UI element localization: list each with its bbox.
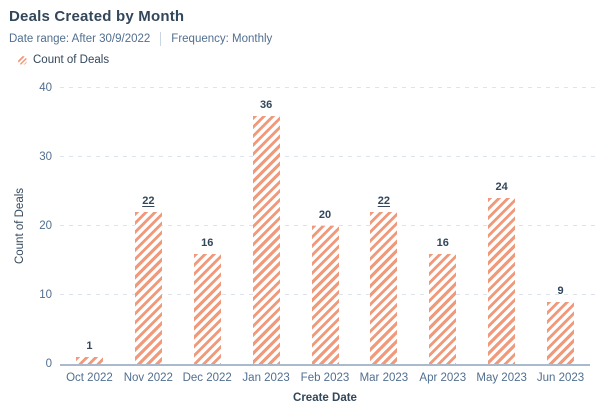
y-tick-label-0: 0	[45, 358, 52, 370]
gridline-y-30	[60, 156, 595, 157]
bar-nov-2022[interactable]	[134, 212, 162, 364]
y-tick-label-30: 30	[39, 151, 52, 163]
y-tick-label-40: 40	[39, 82, 52, 94]
x-tick-label-nov-2022: Nov 2022	[123, 372, 173, 384]
frequency-label: Frequency: Monthly	[171, 33, 273, 45]
y-tick-label-20: 20	[39, 220, 52, 232]
bar-value-label: 22	[377, 195, 390, 208]
bar-value-label: 20	[318, 209, 332, 221]
x-tick-label-apr-2023: Apr 2023	[419, 372, 467, 384]
bar-apr-2023[interactable]	[429, 253, 457, 364]
bar-value-label: 16	[436, 236, 449, 249]
report-title: Deals Created by Month	[9, 8, 185, 25]
bar-feb-2023[interactable]	[311, 226, 339, 364]
bar-jun-2023[interactable]	[547, 301, 575, 364]
bar-value-label: 24	[495, 181, 508, 194]
bar-chart-plot-area: 0 10 20 30 40 1 Oct 2022 22 Nov 2022 16 Dec 2022 36…	[39, 82, 595, 384]
legend-label: Count of Deals	[33, 54, 110, 66]
report-filters: Date range: After 30/9/2022 Frequency: M…	[9, 32, 592, 46]
bar-mar-2023[interactable]	[370, 212, 398, 364]
bar-value-label: 1	[86, 340, 93, 353]
bar-value-label: 22	[142, 195, 155, 208]
bar-dec-2022[interactable]	[193, 253, 221, 364]
bar-value-label: 36	[259, 98, 273, 111]
bar-value-label: 16	[201, 236, 214, 249]
x-tick-label-may-2023: May 2023	[476, 372, 527, 384]
gridline-y-20	[60, 225, 595, 226]
x-tick-label-mar-2023: Mar 2023	[359, 372, 409, 384]
bar-oct-2022[interactable]	[75, 357, 103, 364]
bar-value-label: 9	[557, 284, 564, 297]
bar-jan-2023[interactable]	[252, 115, 280, 364]
x-tick-label-feb-2023: Feb 2023	[300, 372, 350, 384]
x-tick-label-oct-2022: Oct 2022	[66, 372, 113, 384]
x-tick-label-dec-2022: Dec 2022	[182, 372, 232, 384]
report-header: Deals Created by Month Date range: After…	[0, 0, 600, 66]
date-range-label: Date range: After 30/9/2022	[9, 33, 151, 45]
legend-swatch-icon	[18, 55, 27, 65]
legend-item-count-of-deals[interactable]: Count of Deals	[18, 54, 592, 66]
filter-divider	[160, 32, 162, 46]
x-tick-label-jun-2023: Jun 2023	[536, 372, 585, 384]
y-tick-label-10: 10	[39, 289, 52, 301]
bar-may-2023[interactable]	[488, 198, 516, 364]
gridline-y-40	[60, 87, 595, 88]
x-tick-label-jan-2023: Jan 2023	[242, 372, 290, 384]
x-axis-title: Create Date	[293, 392, 357, 404]
